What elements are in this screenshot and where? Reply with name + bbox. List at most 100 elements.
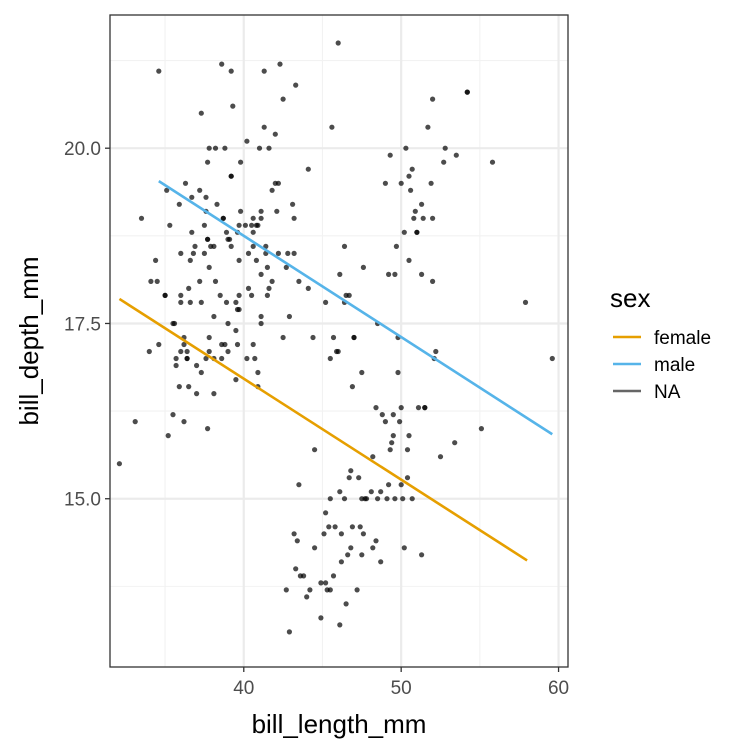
data-point [236, 257, 242, 263]
regression-lines [118, 180, 553, 562]
data-point [223, 299, 230, 305]
data-point [346, 292, 352, 298]
data-point [441, 159, 447, 165]
data-point [201, 250, 207, 256]
data-point [233, 299, 239, 305]
data-point [345, 552, 351, 558]
data-point [349, 524, 355, 530]
data-point [392, 271, 398, 277]
data-point [453, 152, 459, 158]
data-point [245, 285, 252, 291]
data-point [406, 257, 412, 263]
data-point [189, 229, 195, 235]
data-point [184, 355, 190, 362]
data-point [234, 341, 241, 348]
points [116, 40, 555, 635]
data-point [296, 482, 302, 488]
data-point [176, 201, 182, 207]
data-point [187, 299, 193, 305]
data-point [330, 334, 337, 341]
data-point [296, 278, 302, 284]
data-point [293, 82, 299, 88]
data-point [269, 187, 275, 193]
data-point [192, 243, 198, 249]
data-point [242, 222, 248, 228]
data-point [236, 222, 242, 228]
data-point [176, 384, 182, 390]
data-point [206, 334, 212, 341]
data-point [253, 257, 259, 263]
data-point [341, 243, 348, 249]
data-point [406, 433, 412, 439]
data-point [258, 320, 264, 327]
data-point [223, 229, 230, 235]
data-point [233, 327, 239, 334]
data-point [280, 96, 286, 102]
data-point [186, 384, 192, 390]
data-point [132, 419, 138, 425]
data-point [489, 159, 496, 165]
data-point [203, 355, 209, 362]
data-point [154, 278, 160, 284]
data-point [522, 299, 529, 305]
data-point [362, 496, 368, 502]
data-point [244, 355, 250, 362]
grid [110, 15, 568, 667]
data-point [225, 348, 231, 355]
data-point [348, 468, 354, 474]
data-point [291, 215, 297, 221]
data-point [409, 166, 415, 172]
data-point [283, 264, 289, 270]
data-point [201, 222, 207, 228]
data-point [205, 236, 211, 242]
trend-line-male [158, 180, 553, 436]
data-point [419, 201, 425, 207]
legend-label-na: NA [654, 382, 681, 403]
data-point [219, 61, 225, 67]
data-point [203, 194, 209, 200]
data-point [228, 243, 234, 249]
data-point [318, 580, 324, 586]
data-point [406, 173, 412, 179]
data-point [373, 538, 379, 544]
x-tick-label: 40 [233, 678, 254, 699]
data-point [368, 489, 374, 495]
data-point [386, 482, 392, 488]
data-point [403, 145, 409, 151]
data-point [266, 285, 272, 291]
data-point [360, 531, 366, 537]
data-point [258, 271, 264, 277]
legend-title: sex [610, 283, 650, 313]
data-point [337, 271, 343, 277]
data-point [360, 264, 366, 270]
data-point [307, 587, 313, 593]
data-point [214, 201, 220, 207]
data-point [250, 229, 256, 235]
data-point [184, 348, 190, 355]
data-point [359, 369, 365, 376]
legend-label-male: male [654, 355, 695, 376]
data-point [156, 341, 162, 348]
data-point [205, 159, 211, 165]
axes: 40 50 60 15.0 17.5 20.0 [64, 139, 569, 699]
data-point [206, 348, 212, 355]
y-tick-label: 17.5 [64, 314, 101, 335]
data-point [274, 208, 280, 214]
data-point [291, 250, 297, 256]
data-point [206, 264, 212, 270]
panel-border [109, 14, 569, 668]
y-tick-label: 20.0 [64, 139, 101, 160]
data-point [217, 292, 223, 298]
data-point [318, 615, 324, 621]
data-point [244, 138, 250, 144]
data-point [348, 545, 354, 551]
data-point [153, 257, 159, 263]
data-point [351, 334, 357, 341]
data-point [349, 384, 355, 390]
data-point [228, 68, 234, 74]
data-point [258, 215, 264, 221]
data-point [398, 180, 404, 186]
data-point [393, 243, 399, 249]
data-point [258, 313, 264, 320]
